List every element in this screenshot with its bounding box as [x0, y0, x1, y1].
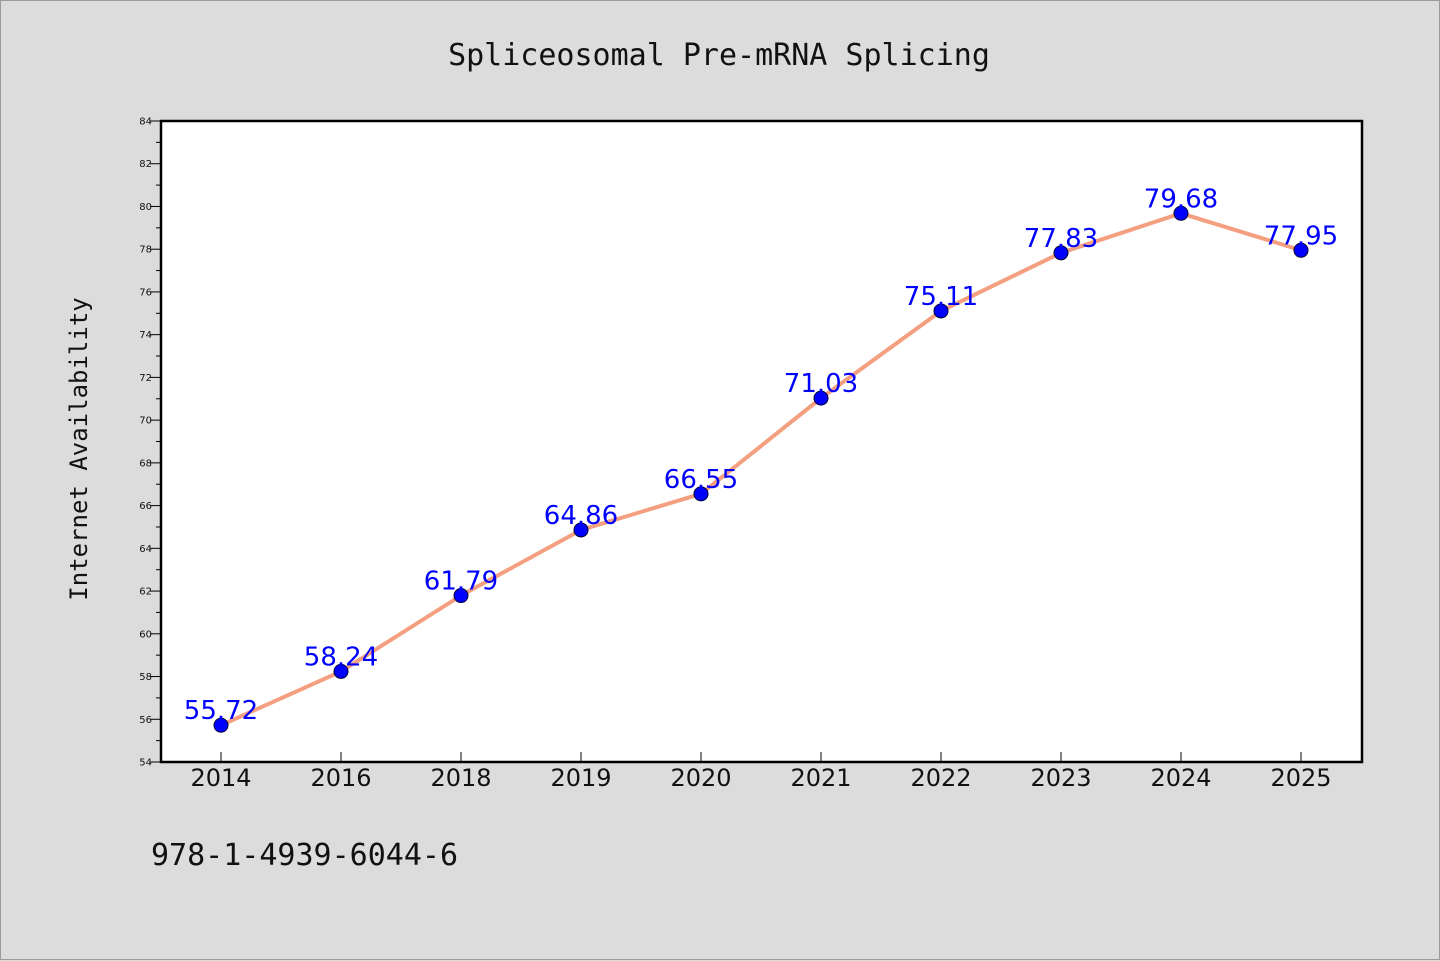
data-label: 66.55 [664, 465, 738, 495]
data-point [573, 522, 589, 538]
chart-title: Spliceosomal Pre-mRNA Splicing [448, 38, 990, 73]
data-point [213, 717, 229, 733]
data-point [453, 588, 469, 604]
data-point [693, 486, 709, 502]
y-tick-label: 68 [139, 458, 152, 469]
x-tick-label: 2018 [430, 764, 491, 792]
y-tick-label: 84 [139, 117, 152, 128]
series-group: 55.72 58.24 61.79 64.86 66.55 71.03 75.11 77.83… [184, 184, 1338, 733]
data-label: 79.68 [1144, 184, 1218, 214]
x-axis-ticks: 2014 2016 2018 2019 2020 2021 2022 2023 2024 2025 [190, 752, 1332, 792]
series-line [219, 211, 1303, 728]
data-label: 71.03 [784, 369, 858, 399]
y-tick-label: 78 [139, 245, 152, 256]
y-tick-label: 80 [139, 202, 152, 213]
x-tick-label: 2019 [550, 764, 611, 792]
y-tick-label: 56 [139, 715, 152, 726]
x-tick-label: 2016 [310, 764, 371, 792]
x-tick-label: 2022 [910, 764, 971, 792]
data-label: 77.95 [1264, 221, 1338, 251]
data-label: 75.11 [904, 282, 978, 312]
y-tick-label: 70 [139, 416, 152, 427]
x-tick-label: 2025 [1270, 764, 1331, 792]
x-tick-label: 2021 [790, 764, 851, 792]
y-tick-label: 82 [139, 159, 152, 170]
y-tick-label: 54 [139, 758, 152, 769]
data-point [333, 663, 349, 679]
plot-area [159, 119, 1364, 764]
data-label: 58.24 [304, 642, 378, 672]
data-point [813, 390, 829, 406]
y-tick-label: 66 [139, 501, 152, 512]
y-axis-label: Internet Availability [65, 297, 93, 600]
y-tick-label: 58 [139, 672, 152, 683]
data-label: 61.79 [424, 567, 498, 597]
isbn-footer: 978-1-4939-6044-6 [151, 838, 458, 873]
y-tick-label: 64 [139, 544, 152, 555]
y-tick-label: 60 [139, 629, 152, 640]
y-tick-label: 76 [139, 287, 152, 298]
x-tick-label: 2014 [190, 764, 251, 792]
data-label: 64.86 [544, 501, 618, 531]
data-point [933, 303, 949, 319]
y-axis-ticks: 54 56 58 60 62 64 66 68 70 72 74 76 78 80 82 84 [139, 117, 161, 769]
data-label: 77.83 [1024, 224, 1098, 254]
x-tick-label: 2020 [670, 764, 731, 792]
y-tick-label: 72 [139, 373, 152, 384]
data-point [1173, 205, 1189, 221]
data-point [1053, 245, 1069, 261]
x-tick-label: 2023 [1030, 764, 1091, 792]
x-tick-label: 2024 [1150, 764, 1211, 792]
data-label: 55.72 [184, 696, 258, 726]
y-tick-label: 62 [139, 587, 152, 598]
y-tick-label: 74 [139, 330, 152, 341]
data-point [1293, 242, 1309, 258]
